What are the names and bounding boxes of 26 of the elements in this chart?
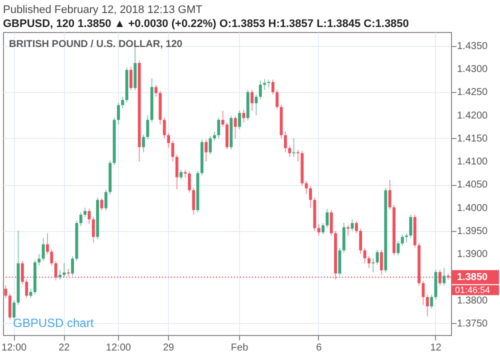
text: 01:46:54 [455, 285, 490, 296]
x-tick-label: 29 [162, 342, 175, 352]
y-tick-label: 1.4350 [457, 40, 488, 52]
y-tick-label: 1.4100 [457, 156, 488, 168]
ref-line-label: 1.3850 [457, 272, 488, 284]
y-tick-label: 1.3900 [457, 249, 488, 260]
y-tick-label: 1.4300 [457, 64, 488, 76]
candlestick [267, 79, 270, 88]
chart-title: GBPUSD, 120 1.3850 ▲ +0.0030 (+0.22%) O:1.3853 H:1.3857 L:1.3845 C:1.3850 [3, 18, 409, 30]
y-tick-label: 1.4200 [457, 110, 488, 122]
x-tick-label: Feb [230, 342, 249, 352]
y-tick-label: 1.4000 [457, 202, 488, 214]
x-tick-label: 12:00 [2, 342, 28, 352]
text: Published February 12, 2018 12:13 GMT [3, 4, 203, 16]
annotation: BRITISH POUND / U.S. DOLLAR, 120 [9, 39, 183, 50]
y-tick-label: 1.4250 [457, 87, 488, 98]
y-tick-label: 1.3950 [457, 226, 488, 237]
x-tick-label: 22 [58, 342, 70, 352]
y-tick-label: 1.4150 [457, 133, 488, 144]
annotation: GBPUSD chart [13, 316, 94, 330]
y-tick-label: 1.3750 [457, 318, 488, 330]
y-tick-label: 1.3800 [457, 295, 488, 306]
x-tick-label: 12:00 [106, 342, 132, 352]
x-tick-label: 6 [316, 342, 322, 352]
x-tick-label: 12 [430, 342, 442, 352]
y-tick-label: 1.4050 [457, 180, 488, 191]
